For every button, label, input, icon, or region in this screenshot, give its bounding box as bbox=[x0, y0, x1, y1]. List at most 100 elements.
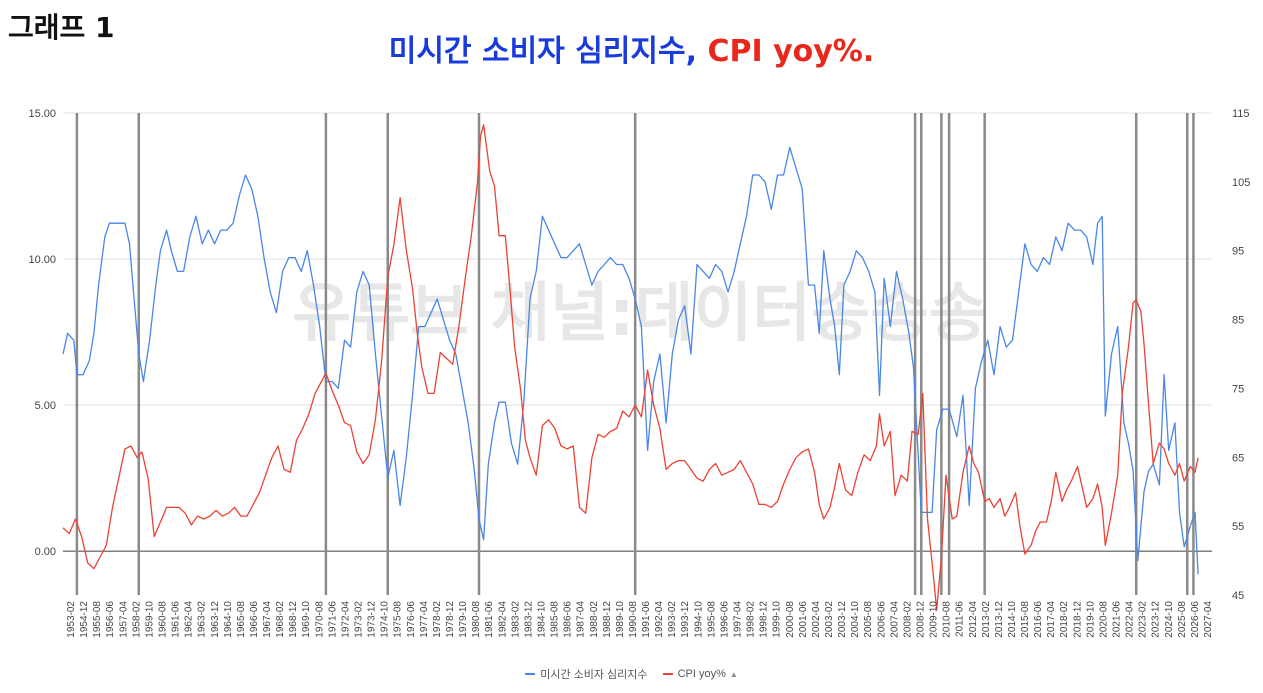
legend-swatch-sentiment bbox=[525, 673, 536, 675]
x-tick-label: 1966-06 bbox=[249, 601, 260, 638]
x-tick-label: 1990-08 bbox=[628, 601, 639, 638]
x-tick-label: 1979-10 bbox=[458, 601, 469, 638]
x-tick-label: 1968-02 bbox=[275, 601, 286, 638]
legend-label-sentiment: 미시간 소비자 심리지수 bbox=[540, 669, 648, 681]
x-tick-label: 1973-12 bbox=[367, 601, 378, 638]
x-tick-label: 2005-08 bbox=[863, 601, 874, 638]
legend-label-cpi: CPI yoy% bbox=[677, 668, 726, 680]
x-tick-label: 1967-04 bbox=[262, 601, 273, 638]
x-tick-label: 2024-10 bbox=[1164, 601, 1175, 638]
right-tick-label: 95 bbox=[1232, 246, 1244, 258]
x-tick-label: 1984-10 bbox=[537, 601, 548, 638]
legend-item-sentiment[interactable]: 미시간 소비자 심리지수 bbox=[525, 666, 648, 682]
recession-lines bbox=[75, 113, 1195, 595]
x-tick-label: 1993-02 bbox=[667, 601, 678, 638]
x-tick-label: 2008-12 bbox=[916, 601, 927, 638]
x-tick-label: 1969-10 bbox=[301, 601, 312, 638]
right-tick-label: 105 bbox=[1232, 177, 1250, 189]
x-tick-label: 2018-02 bbox=[1059, 601, 1070, 638]
x-tick-label: 2012-04 bbox=[968, 601, 979, 638]
right-axis-ticks: 115 105 95 85 75 65 55 45 bbox=[1232, 108, 1250, 602]
x-tick-label: 1980-08 bbox=[471, 601, 482, 638]
x-tick-label: 1997-04 bbox=[733, 601, 744, 638]
x-tick-label: 1983-02 bbox=[510, 601, 521, 638]
x-tick-label: 2011-06 bbox=[955, 601, 966, 637]
x-tick-label: 1999-10 bbox=[772, 601, 783, 638]
left-tick-label: 10.00 bbox=[28, 254, 56, 266]
x-tick-label: 2013-12 bbox=[994, 601, 1005, 638]
x-tick-label: 1981-06 bbox=[484, 601, 495, 638]
right-tick-label: 115 bbox=[1232, 108, 1250, 120]
legend-more-icon[interactable]: ▲ bbox=[729, 669, 738, 679]
x-tick-label: 2027-04 bbox=[1203, 601, 1214, 638]
x-tick-label: 2008-02 bbox=[902, 601, 913, 638]
x-tick-label: 2015-08 bbox=[1020, 601, 1031, 638]
x-tick-label: 1986-06 bbox=[563, 601, 574, 638]
x-tick-label: 1954-12 bbox=[79, 601, 90, 638]
x-tick-label: 2021-06 bbox=[1112, 601, 1123, 638]
x-tick-label: 2003-12 bbox=[837, 601, 848, 638]
series-line-cpi bbox=[62, 124, 1199, 611]
x-axis-ticks: 1953-02 1954-12 1955-08 1956-06 1957-04 1958-… bbox=[66, 601, 1214, 638]
x-tick-label: 1963-12 bbox=[210, 601, 221, 638]
x-tick-label: 1988-02 bbox=[589, 601, 600, 638]
x-tick-label: 1961-06 bbox=[171, 601, 182, 638]
series-line-sentiment bbox=[62, 146, 1199, 575]
x-tick-label: 1989-10 bbox=[615, 601, 626, 638]
x-tick-label: 1982-04 bbox=[497, 601, 508, 638]
right-tick-label: 85 bbox=[1232, 315, 1244, 327]
left-axis-ticks: 15.00 10.00 5.00 0.00 bbox=[28, 108, 56, 558]
x-tick-label: 1978-02 bbox=[432, 601, 443, 638]
x-tick-label: 2019-10 bbox=[1085, 601, 1096, 638]
x-tick-label: 1993-12 bbox=[680, 601, 691, 638]
x-tick-label: 1972-04 bbox=[340, 601, 351, 638]
x-tick-label: 1956-06 bbox=[105, 601, 116, 638]
left-tick-label: 5.00 bbox=[35, 400, 56, 412]
x-tick-label: 2006-06 bbox=[876, 601, 887, 638]
x-tick-label: 2023-12 bbox=[1151, 601, 1162, 638]
legend: 미시간 소비자 심리지수 CPI yoy% ▲ bbox=[0, 666, 1263, 682]
x-tick-label: 2010-08 bbox=[942, 601, 953, 638]
x-tick-label: 2009-10 bbox=[929, 601, 940, 638]
x-tick-label: 1958-02 bbox=[131, 601, 142, 638]
x-tick-label: 1959-10 bbox=[144, 601, 155, 638]
x-tick-label: 1962-04 bbox=[184, 601, 195, 638]
x-tick-label: 1963-02 bbox=[197, 601, 208, 638]
x-tick-label: 2023-02 bbox=[1138, 601, 1149, 638]
title-part-cpi: CPI yoy%. bbox=[707, 34, 875, 69]
x-tick-label: 2003-02 bbox=[824, 601, 835, 638]
x-tick-label: 1998-12 bbox=[759, 601, 770, 638]
left-tick-label: 15.00 bbox=[28, 108, 56, 120]
x-tick-label: 2017-04 bbox=[1046, 601, 1057, 638]
x-tick-label: 1988-12 bbox=[602, 601, 613, 638]
x-tick-label: 2025-08 bbox=[1177, 601, 1188, 638]
right-tick-label: 45 bbox=[1232, 590, 1244, 602]
x-tick-label: 2001-06 bbox=[798, 601, 809, 638]
x-tick-label: 1995-08 bbox=[706, 601, 717, 638]
x-tick-label: 1985-08 bbox=[550, 601, 561, 638]
x-tick-label: 1957-04 bbox=[118, 601, 129, 638]
x-tick-label: 1994-10 bbox=[693, 601, 704, 638]
legend-swatch-cpi bbox=[662, 673, 673, 675]
x-tick-label: 1960-08 bbox=[158, 601, 169, 638]
x-tick-label: 1987-04 bbox=[576, 601, 587, 638]
x-tick-label: 2014-10 bbox=[1007, 601, 1018, 638]
x-tick-label: 1976-06 bbox=[406, 601, 417, 638]
x-tick-label: 2000-08 bbox=[785, 601, 796, 638]
x-tick-label: 2026-06 bbox=[1190, 601, 1201, 638]
right-tick-label: 75 bbox=[1232, 383, 1244, 395]
x-tick-label: 1973-02 bbox=[354, 601, 365, 638]
watermark: 유튜브 채널:데이터송송송 bbox=[292, 277, 988, 351]
x-tick-label: 1983-12 bbox=[523, 601, 534, 638]
x-tick-label: 1998-02 bbox=[746, 601, 757, 638]
x-tick-label: 1970-08 bbox=[314, 601, 325, 638]
right-tick-label: 55 bbox=[1232, 521, 1244, 533]
x-tick-label: 1955-08 bbox=[92, 601, 103, 638]
x-tick-label: 2002-04 bbox=[811, 601, 822, 638]
x-tick-label: 1992-04 bbox=[654, 601, 665, 638]
chart-title: 미시간 소비자 심리지수, CPI yoy%. bbox=[0, 26, 1263, 70]
x-tick-label: 1974-10 bbox=[380, 601, 391, 638]
legend-item-cpi[interactable]: CPI yoy% ▲ bbox=[662, 668, 738, 680]
corner-label: 그래프 1 bbox=[8, 11, 115, 44]
